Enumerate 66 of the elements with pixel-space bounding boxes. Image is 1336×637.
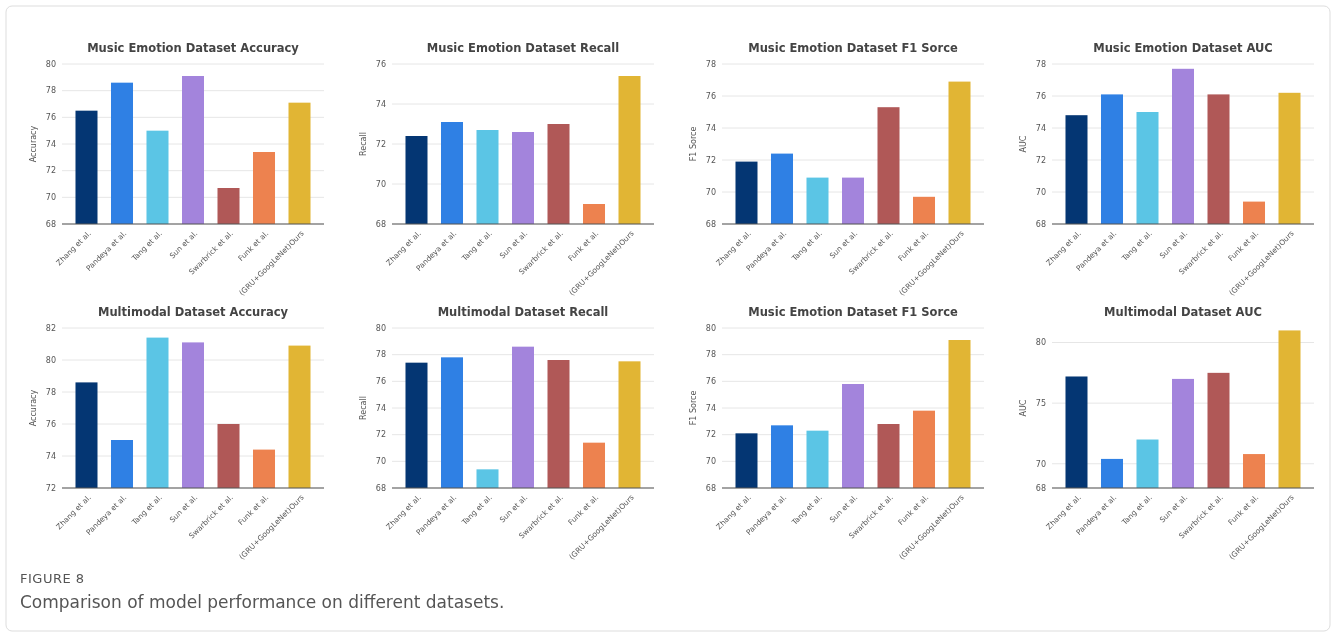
y-axis-title: F1 Sorce	[689, 390, 698, 426]
y-tick-label: 68	[1035, 219, 1046, 229]
y-tick-label: 70	[705, 187, 716, 197]
y-tick-label: 68	[375, 483, 386, 493]
y-tick-label: 68	[1035, 483, 1046, 493]
y-tick-label: 76	[45, 419, 56, 429]
y-tick-label: 80	[1035, 338, 1046, 348]
text: Comparison of model performance on different datasets.	[20, 592, 505, 612]
y-tick-label: 78	[1035, 59, 1046, 69]
y-axis-title: AUC	[1019, 135, 1028, 153]
y-tick-label: 80	[705, 323, 716, 333]
y-tick-label: 76	[705, 377, 716, 387]
y-tick-label: 72	[375, 430, 386, 440]
y-tick-label: 80	[45, 59, 56, 69]
chart-title: Multimodal Dataset Accuracy	[97, 305, 289, 319]
y-tick-label: 70	[45, 193, 56, 203]
y-tick-label: 68	[45, 219, 56, 229]
y-tick-label: 68	[705, 483, 716, 493]
caption: FIGURE 8	[20, 571, 85, 586]
y-tick-label: 78	[705, 59, 716, 69]
y-tick-label: 72	[1035, 155, 1046, 165]
y-tick-label: 76	[45, 113, 56, 123]
y-tick-label: 78	[705, 350, 716, 360]
chart-title: Music Emotion Dataset AUC	[1093, 41, 1273, 55]
y-tick-label: 74	[45, 451, 56, 461]
y-tick-label: 70	[705, 457, 716, 467]
y-tick-label: 78	[45, 387, 56, 397]
y-tick-label: 70	[1035, 187, 1046, 197]
chart-title: Music Emotion Dataset Recall	[426, 41, 620, 55]
y-axis-title: F1 Sorce	[689, 126, 698, 162]
y-tick-label: 74	[1035, 123, 1046, 133]
y-tick-label: 78	[375, 350, 386, 360]
y-tick-label: 74	[705, 123, 716, 133]
y-tick-label: 74	[375, 403, 386, 413]
y-tick-label: 72	[375, 139, 386, 149]
y-axis-title: Accuracy	[29, 125, 38, 163]
y-tick-label: 80	[375, 323, 386, 333]
chart-title: Music Emotion Dataset Accuracy	[87, 41, 300, 55]
y-tick-label: 70	[1035, 459, 1046, 469]
y-tick-label: 68	[375, 219, 386, 229]
y-tick-label: 72	[45, 483, 56, 493]
y-tick-label: 72	[45, 166, 56, 176]
y-tick-label: 70	[375, 179, 386, 189]
y-tick-label: 78	[45, 86, 56, 96]
y-axis-title: Recall	[359, 132, 368, 156]
chart-title: Multimodal Dataset AUC	[1104, 305, 1262, 319]
y-tick-label: 82	[45, 323, 56, 333]
y-tick-label: 74	[705, 403, 716, 413]
y-axis-title: AUC	[1019, 399, 1028, 417]
y-tick-label: 74	[45, 139, 56, 149]
chart-title: Multimodal Dataset Recall	[437, 305, 609, 319]
y-tick-label: 80	[45, 355, 56, 365]
y-tick-label: 76	[375, 377, 386, 387]
y-axis-title: Recall	[359, 396, 368, 420]
y-tick-label: 72	[705, 430, 716, 440]
y-tick-label: 68	[705, 219, 716, 229]
chart-title: Music Emotion Dataset F1 Sorce	[748, 305, 958, 319]
y-tick-label: 76	[1035, 91, 1046, 101]
y-tick-label: 70	[375, 457, 386, 467]
y-tick-label: 72	[705, 155, 716, 165]
y-tick-label: 75	[1035, 398, 1046, 408]
y-tick-label: 74	[375, 99, 386, 109]
chart-title: Music Emotion Dataset F1 Sorce	[748, 41, 958, 55]
y-axis-title: Accuracy	[29, 389, 38, 427]
y-tick-label: 76	[375, 59, 386, 69]
y-tick-label: 76	[705, 91, 716, 101]
